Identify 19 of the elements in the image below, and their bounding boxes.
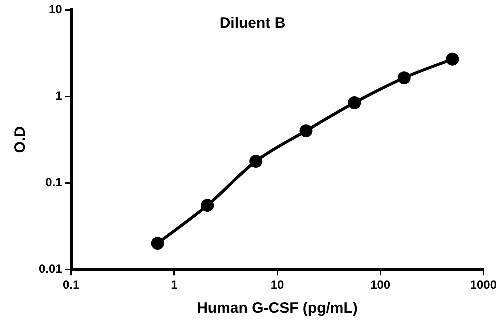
point <box>300 124 313 138</box>
y-axis-title: O.D <box>12 126 30 154</box>
point <box>446 52 460 66</box>
x-tick-label: 1 <box>171 278 178 292</box>
y-tick-label: 1 <box>56 88 63 103</box>
x-axis-title: Human G-CSF (pg/mL) <box>197 300 358 318</box>
x-tick-label: 0.1 <box>63 278 80 292</box>
point <box>250 154 263 168</box>
point <box>201 199 214 212</box>
y-tick-label: 0.01 <box>38 262 63 276</box>
y-tick-label: 0.1 <box>46 175 63 190</box>
point <box>348 96 362 110</box>
chart-title: Diluent B <box>220 14 286 32</box>
y-tick-label: 10 <box>48 2 63 17</box>
x-tick-label: 100 <box>370 278 391 292</box>
x-tick-label: 1000 <box>470 278 498 292</box>
point <box>398 72 411 85</box>
x-tick-label: 10 <box>270 278 284 292</box>
point <box>151 237 164 250</box>
